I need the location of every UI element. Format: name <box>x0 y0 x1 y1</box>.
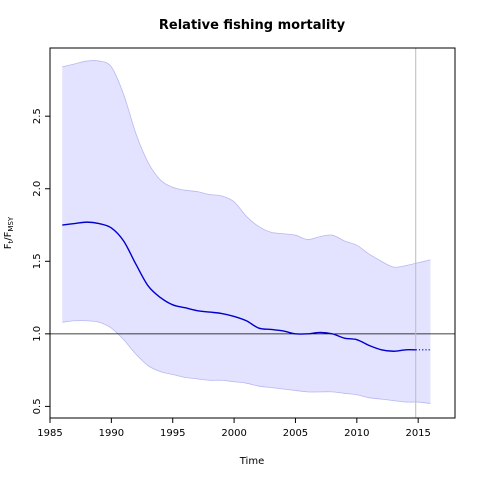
x-axis: 1985 1990 1995 2000 2005 2010 2015 <box>37 418 431 439</box>
y-tick-label-2.5: 2.5 <box>32 108 43 124</box>
x-tick-label-2000: 2000 <box>221 428 246 439</box>
x-tick-label-1990: 1990 <box>99 428 124 439</box>
x-tick-label-2005: 2005 <box>283 428 308 439</box>
x-tick-label-1985: 1985 <box>37 428 62 439</box>
y-tick-label-0.5: 0.5 <box>32 398 43 414</box>
confidence-band-upper-edge <box>62 60 431 268</box>
plot-frame <box>49 47 456 419</box>
y-tick-label-1.5: 1.5 <box>32 253 43 269</box>
x-axis-label: Time <box>239 456 264 467</box>
y-tick-label-1.0: 1.0 <box>32 326 43 342</box>
y-axis-label: Ft/FMSY <box>3 216 15 249</box>
x-tick-label-1995: 1995 <box>160 428 185 439</box>
y-label-sub-msy: MSY <box>7 216 15 231</box>
confidence-band-lower-edge <box>62 320 431 404</box>
y-label-sep: /F <box>3 231 14 240</box>
y-axis: 0.5 1.0 1.5 2.0 2.5 <box>32 108 50 414</box>
y-tick-label-2.0: 2.0 <box>32 181 43 197</box>
series-layer <box>62 221 431 352</box>
x-tick-label-2010: 2010 <box>344 428 369 439</box>
y-label-f: F <box>3 243 14 249</box>
chart-title: Relative fishing mortality <box>159 18 346 33</box>
series-line-estimate <box>62 221 416 352</box>
confidence-band <box>62 60 431 404</box>
plot-area <box>50 48 455 418</box>
x-tick-label-2015: 2015 <box>405 428 430 439</box>
y-label-sub-t: t <box>7 240 15 243</box>
